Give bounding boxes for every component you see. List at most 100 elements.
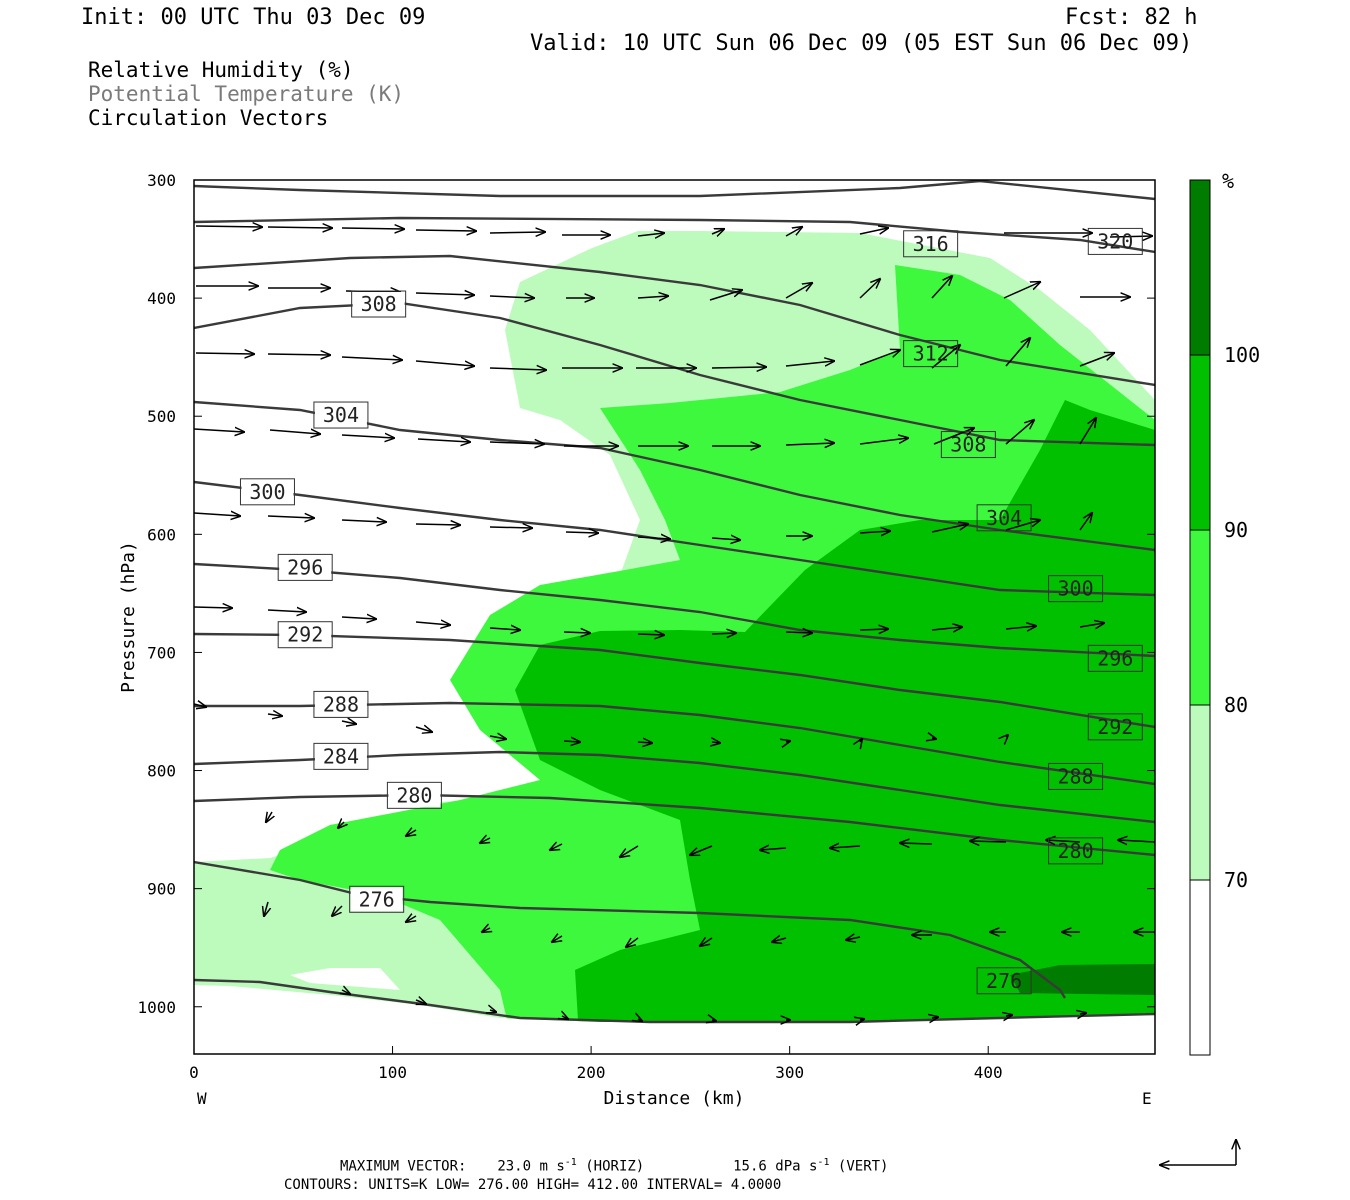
- theta-label-box: [1087, 644, 1143, 672]
- vector: [267, 227, 332, 228]
- theta-label-box: [1087, 713, 1143, 741]
- vector: [341, 228, 404, 229]
- vector: [415, 622, 450, 625]
- vector: [1006, 1015, 1012, 1016]
- vert-tag: (VERT): [837, 1158, 889, 1175]
- theta-label: 312: [913, 342, 949, 366]
- vector: [859, 629, 888, 630]
- vector: [264, 901, 268, 916]
- theta-label: 304: [986, 506, 1022, 530]
- colorbar-swatch-below-70: [1190, 880, 1210, 1055]
- contours-info: CONTOURS: UNITS=K LOW= 276.00 HIGH= 412.…: [284, 1177, 782, 1193]
- vector: [417, 439, 470, 442]
- colorbar-label-80: 80: [1224, 693, 1248, 717]
- vector: [563, 741, 580, 742]
- y-tick-label: 400: [147, 289, 176, 308]
- y-tick-label: 500: [147, 407, 176, 426]
- theta-label-box: [976, 967, 1032, 995]
- vector: [932, 1017, 938, 1018]
- vector: [489, 527, 532, 528]
- vector: [711, 367, 766, 368]
- vector: [194, 607, 232, 608]
- vector: [712, 1020, 716, 1021]
- vector: [1005, 338, 1030, 367]
- vert-value: 15.6 dPa s: [733, 1158, 818, 1175]
- vector: [711, 229, 724, 234]
- vector: [931, 345, 960, 369]
- theta-label: 288: [323, 692, 359, 716]
- x-tick-label: 100: [378, 1063, 407, 1082]
- theta-label-box: [940, 431, 996, 459]
- vector: [338, 822, 344, 828]
- vector: [626, 937, 639, 947]
- vector: [341, 357, 402, 360]
- vector: [1003, 282, 1040, 299]
- theta-line: [194, 978, 1155, 1024]
- theta-label-box: [313, 742, 369, 770]
- vector: [830, 846, 861, 848]
- theta-label: 288: [1058, 764, 1094, 788]
- colorbar-label-70: 70: [1224, 868, 1248, 892]
- x-axis: 0 100 200 300 400: [189, 1046, 1003, 1082]
- rh-band-100: [1010, 964, 1155, 995]
- theta-label: 292: [1097, 715, 1133, 739]
- vector: [1118, 840, 1155, 842]
- rh-shading: [194, 231, 1155, 1054]
- theta-line: [194, 216, 1155, 254]
- theta-label-bg: [352, 292, 405, 317]
- theta-contours: [194, 180, 1155, 1024]
- theta-label-box: [1048, 762, 1104, 790]
- vector: [860, 1019, 864, 1020]
- vector: [416, 1000, 426, 1004]
- theta-label-bg: [279, 555, 332, 580]
- x-end-west: W: [197, 1089, 207, 1108]
- colorbar: % 100 90 80 70: [1189, 169, 1260, 1056]
- x-tick-label: 0: [189, 1063, 199, 1082]
- vector: [620, 845, 639, 857]
- vector: [195, 226, 262, 227]
- x-tick-label: 300: [775, 1063, 804, 1082]
- theta-label: 304: [323, 403, 359, 427]
- forecast-hour: Fcst: 82 h: [1065, 5, 1198, 30]
- theta-label-box: [386, 781, 442, 809]
- x-end-east: E: [1142, 1089, 1152, 1108]
- theta-label: 308: [950, 433, 986, 457]
- theta-label-bg: [350, 887, 403, 912]
- theta-label-box: [351, 290, 407, 318]
- theta-label-box: [277, 553, 333, 581]
- vector: [859, 228, 888, 235]
- theta-line: [194, 860, 1067, 999]
- vector: [931, 627, 962, 630]
- terrain-mask: [194, 985, 1155, 1054]
- theta-label-box: [1048, 575, 1104, 603]
- vector: [637, 233, 664, 236]
- theta-contour-labels: 308 304 300 296 292 288 284 280 276 316 320 312 308 3…: [239, 227, 1143, 995]
- rh-band-90: [515, 400, 1155, 1054]
- vert-exponent: -1: [817, 1157, 830, 1168]
- vector: [637, 742, 652, 743]
- vector: [341, 617, 376, 619]
- theta-label: 280: [1058, 839, 1094, 863]
- vector: [860, 739, 862, 742]
- colorbar-frame: [1189, 179, 1211, 1056]
- vector: [341, 520, 386, 522]
- vector: [690, 845, 713, 855]
- vector: [415, 524, 460, 525]
- theta-label: 284: [323, 744, 359, 768]
- vector: [342, 990, 350, 994]
- vector: [489, 368, 546, 370]
- vector: [1079, 623, 1104, 627]
- theta-label-bg: [241, 479, 294, 504]
- vector: [489, 442, 544, 444]
- vector: [859, 350, 900, 366]
- colorbar-swatch-100: [1190, 180, 1210, 355]
- theta-label: 280: [396, 783, 432, 807]
- field-vectors: Circulation Vectors: [88, 106, 329, 130]
- vector: [194, 429, 244, 432]
- x-tick-label: 200: [577, 1063, 606, 1082]
- vector: [267, 354, 330, 355]
- dry-pocket: [290, 968, 400, 990]
- colorbar-swatch-90: [1190, 355, 1210, 530]
- horiz-exponent: -1: [564, 1157, 577, 1168]
- colorbar-unit: %: [1222, 169, 1234, 193]
